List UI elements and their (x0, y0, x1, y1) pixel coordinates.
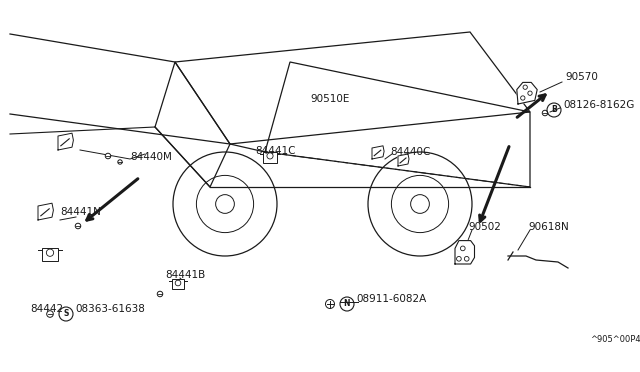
Text: N: N (344, 299, 350, 308)
Text: 08126-8162G: 08126-8162G (563, 100, 634, 110)
Polygon shape (372, 146, 384, 159)
Text: 84440M: 84440M (130, 152, 172, 162)
Bar (42, 247, 58, 260)
Circle shape (105, 153, 111, 159)
Text: 84442: 84442 (30, 304, 63, 314)
Circle shape (267, 153, 273, 159)
Polygon shape (58, 133, 74, 150)
Polygon shape (398, 154, 409, 166)
Circle shape (118, 160, 122, 164)
Bar (172, 279, 184, 289)
Text: S: S (63, 310, 68, 318)
Text: 90502: 90502 (468, 222, 501, 232)
Circle shape (157, 291, 163, 297)
Polygon shape (517, 83, 537, 104)
Circle shape (47, 311, 53, 317)
Text: 84440C: 84440C (390, 147, 430, 157)
Text: 84441C: 84441C (255, 146, 296, 156)
Text: 90510E: 90510E (310, 94, 349, 104)
Polygon shape (455, 241, 474, 264)
Text: 84441B: 84441B (165, 270, 205, 280)
Circle shape (46, 249, 54, 256)
Circle shape (542, 110, 548, 116)
Polygon shape (38, 203, 53, 220)
Text: ^905^00P4: ^905^00P4 (590, 335, 640, 344)
Circle shape (326, 299, 335, 308)
Text: 90618N: 90618N (528, 222, 569, 232)
Circle shape (175, 280, 181, 286)
Text: 90570: 90570 (565, 72, 598, 82)
Text: 84441N: 84441N (60, 207, 101, 217)
Bar (264, 151, 276, 163)
Text: 08363-61638: 08363-61638 (75, 304, 145, 314)
Circle shape (76, 223, 81, 229)
Text: B: B (551, 106, 557, 115)
Text: 08911-6082A: 08911-6082A (356, 294, 426, 304)
